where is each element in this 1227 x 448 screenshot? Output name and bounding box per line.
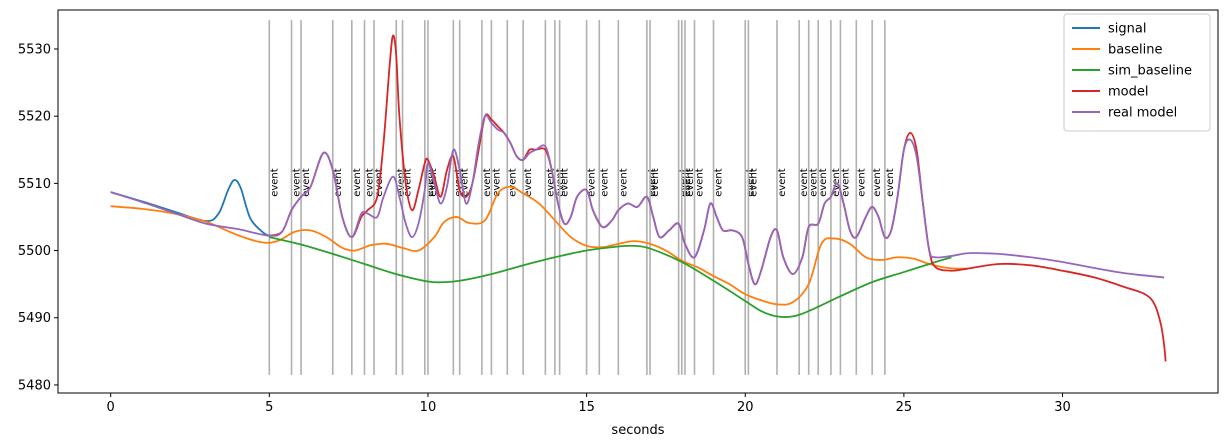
x-tick-label: 10 [420, 400, 437, 415]
y-axis: 5480 5490 5500 5510 5520 5530 [18, 42, 58, 393]
x-tick-label: 30 [1054, 400, 1071, 415]
event-label: event [840, 168, 851, 197]
y-tick-label: 5500 [18, 244, 51, 259]
x-tick-label: 25 [896, 400, 913, 415]
series-line-model [269, 34, 1167, 362]
event-label: event [425, 168, 436, 197]
legend-entry: signal [1108, 22, 1146, 37]
event-label: event [872, 168, 883, 197]
event-label: event [482, 168, 493, 197]
event-label: event [679, 168, 690, 197]
event-label: event [647, 168, 658, 197]
event-label: event [364, 168, 375, 197]
series-line-signal [110, 179, 270, 237]
event-label: event [809, 168, 820, 197]
series-line-sim-baseline [269, 236, 952, 318]
event-label: event [352, 168, 363, 197]
y-tick-label: 5530 [18, 42, 51, 57]
event-label: event [460, 168, 471, 197]
event-label: event [599, 168, 610, 197]
x-tick-label: 5 [265, 400, 273, 415]
y-tick-label: 5520 [18, 110, 51, 125]
event-label: event [745, 168, 756, 197]
series-line-real-model [110, 114, 1165, 286]
event-label: event [333, 168, 344, 197]
event-label: event [694, 168, 705, 197]
legend-entry: real model [1108, 106, 1177, 121]
event-label: event [885, 168, 896, 197]
event-label: event [545, 168, 556, 197]
event-label: event [292, 168, 303, 197]
event-label: event [682, 168, 693, 197]
event-label: event [685, 168, 696, 197]
event-label: event [748, 168, 759, 197]
event-label: event [587, 168, 598, 197]
event-label: event [507, 168, 518, 197]
event-label: event [491, 168, 502, 197]
y-tick-label: 5510 [18, 177, 51, 192]
event-label: event [523, 168, 534, 197]
series-lines [110, 34, 1167, 362]
event-label: event [777, 168, 788, 197]
series-line-baseline [110, 185, 968, 306]
event-label: event [818, 168, 829, 197]
legend-box [1063, 13, 1211, 132]
legend-entry: model [1108, 85, 1148, 100]
event-label: event [856, 168, 867, 197]
plot-frame [57, 9, 1219, 394]
event-label: event [618, 168, 629, 197]
x-tick-label: 0 [107, 400, 115, 415]
event-label: event [403, 168, 414, 197]
x-axis-label: seconds [611, 423, 664, 438]
event-label: event [799, 168, 810, 197]
event-label: event [396, 168, 407, 197]
event-label: event [650, 168, 661, 197]
y-tick-label: 5490 [18, 311, 51, 326]
event-label: event [714, 168, 725, 197]
x-tick-label: 15 [578, 400, 595, 415]
legend-entry: baseline [1108, 43, 1162, 58]
legend-entry: sim_baseline [1108, 64, 1192, 79]
event-label: event [560, 168, 571, 197]
y-tick-label: 5480 [18, 378, 51, 393]
x-axis: 0 5 10 15 20 25 30 [107, 393, 1071, 415]
event-label: event [269, 168, 280, 197]
event-label: event [301, 168, 312, 197]
x-tick-label: 20 [737, 400, 754, 415]
